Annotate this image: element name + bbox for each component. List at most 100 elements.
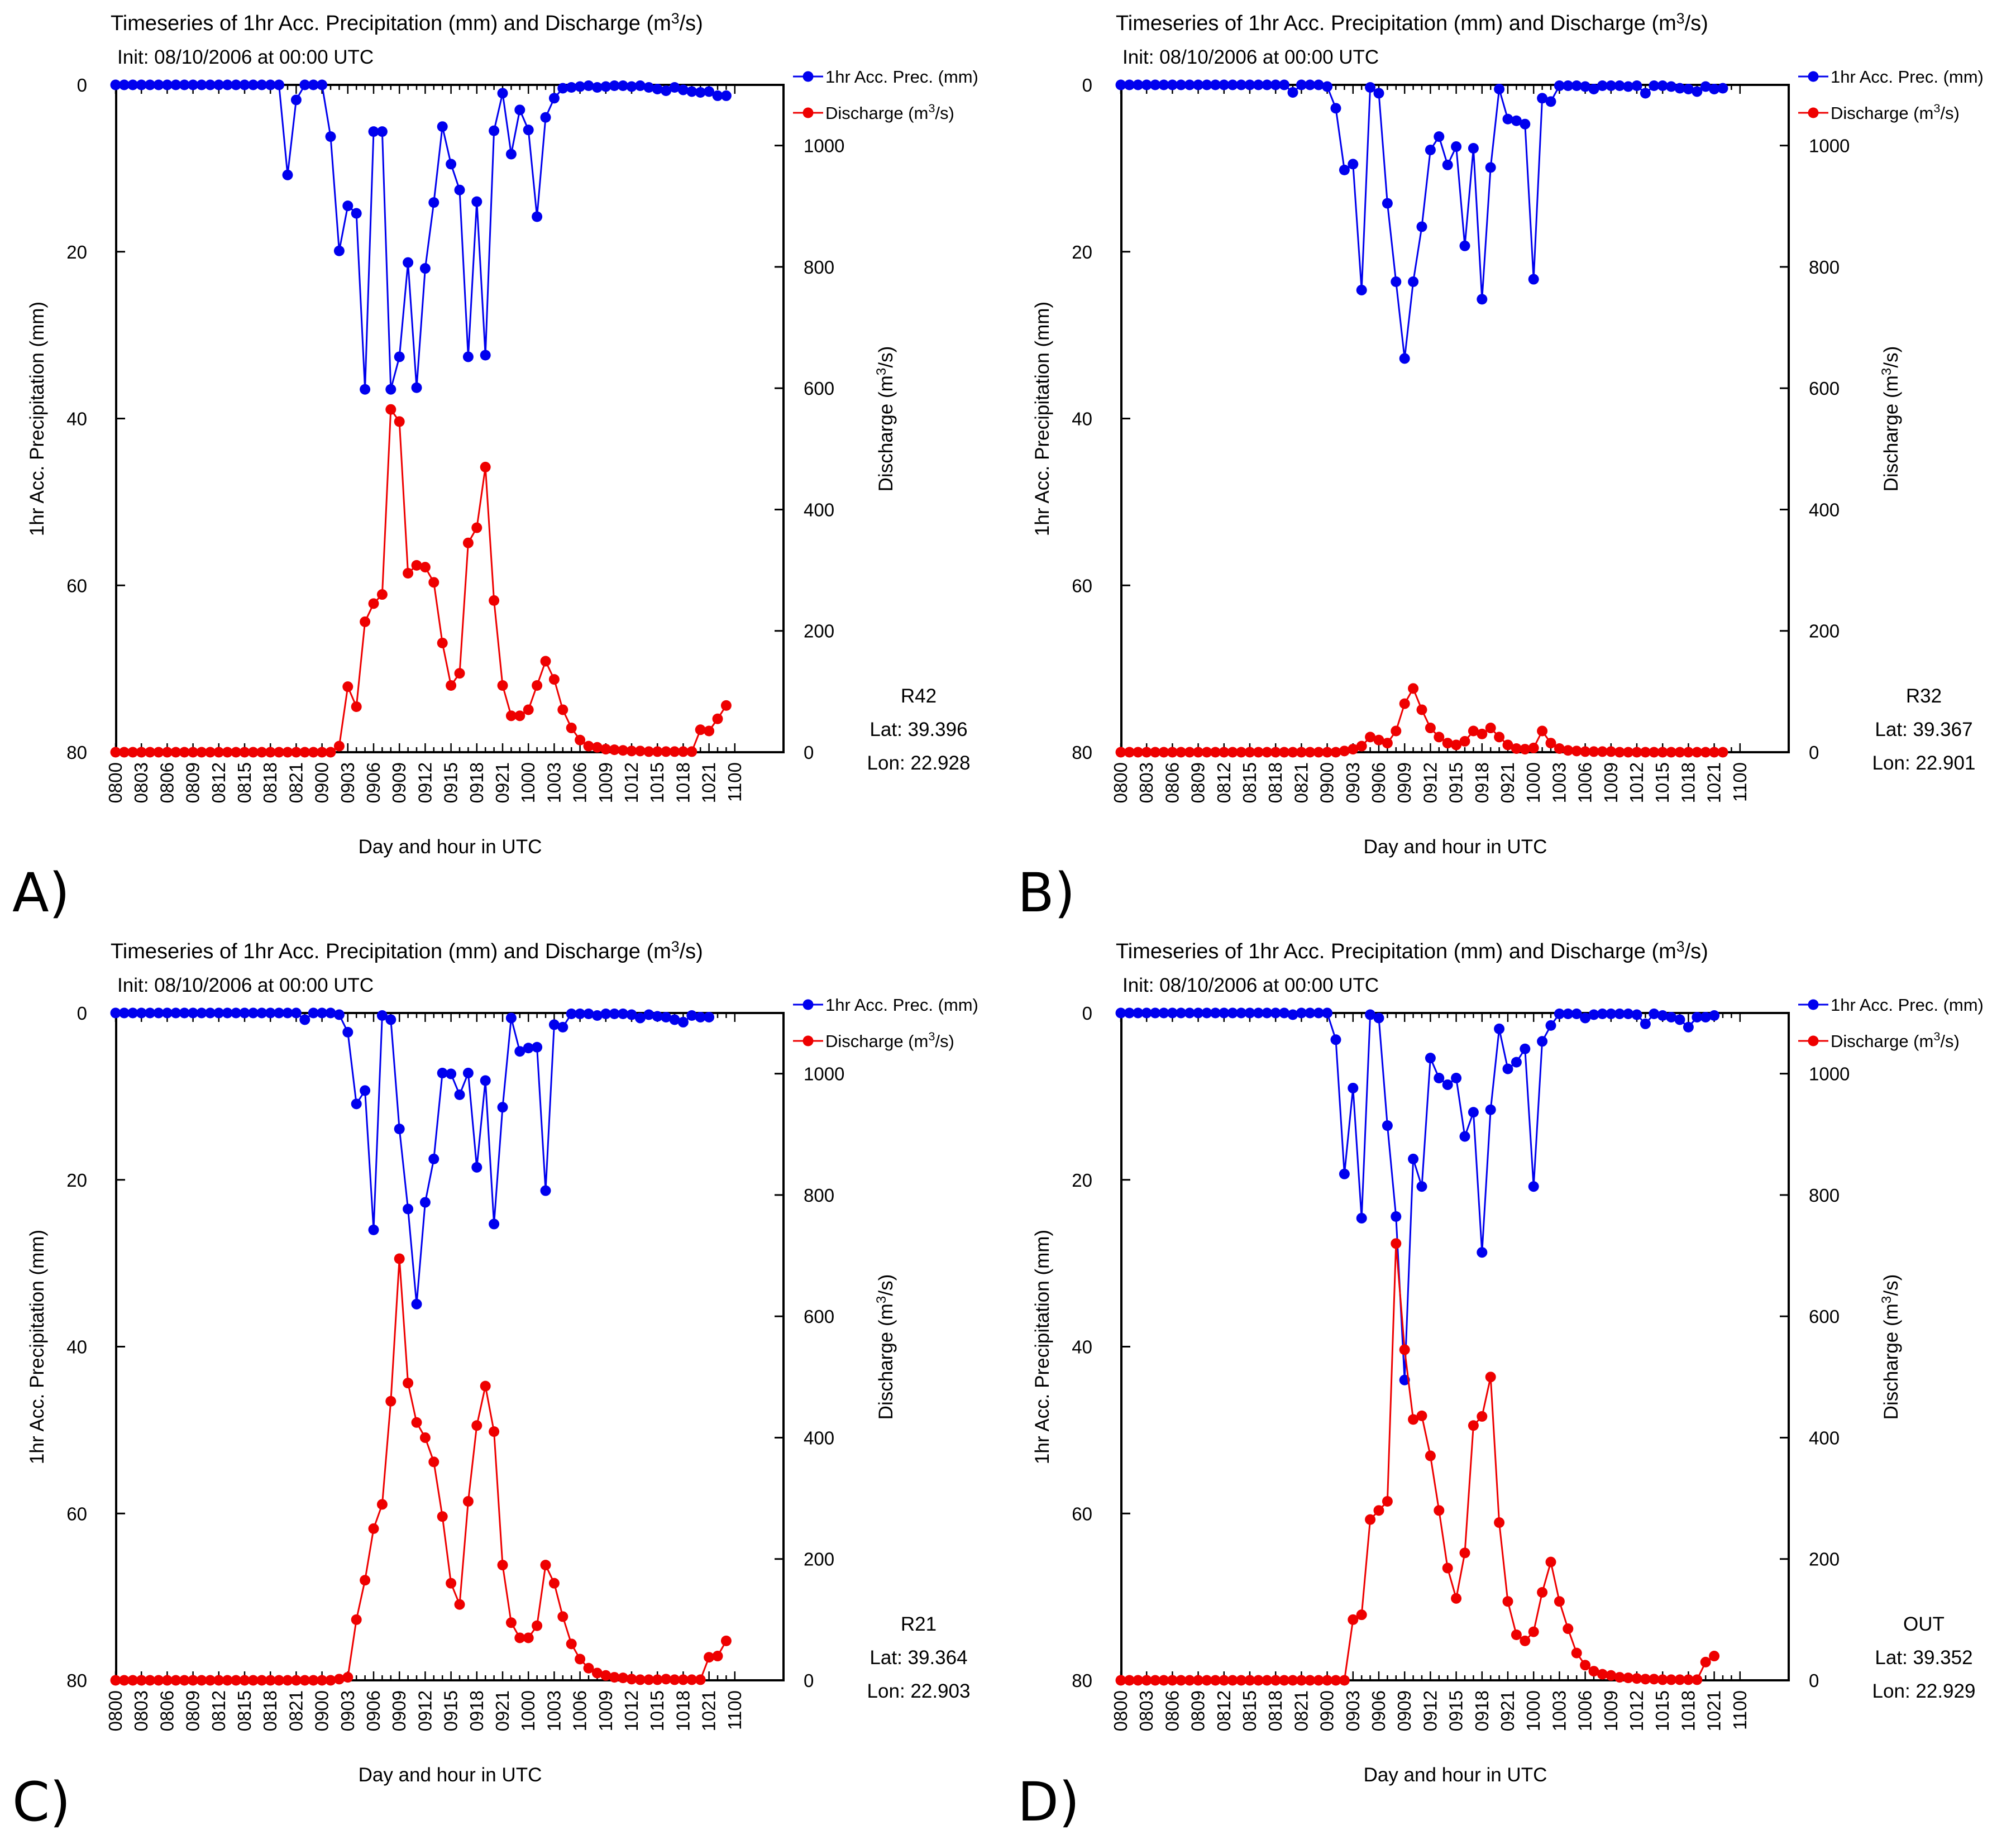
discharge-point [204, 1675, 216, 1686]
precip-point [1597, 80, 1608, 91]
precip-point [505, 149, 517, 160]
discharge-point [1554, 1596, 1565, 1607]
discharge-point [153, 747, 164, 758]
precip-point [118, 79, 130, 90]
x-tick-label: 0803 [1136, 1690, 1157, 1731]
series-layer [110, 1007, 732, 1686]
discharge-point [161, 747, 173, 758]
precip-point [153, 79, 164, 90]
precip-point [540, 112, 551, 123]
precip-point [204, 1007, 216, 1019]
discharge-point [1580, 1660, 1591, 1671]
precip-point [1330, 1034, 1341, 1045]
x-tick-label: 1015 [647, 1690, 667, 1731]
discharge-point [325, 1675, 336, 1686]
precip-point [1201, 79, 1212, 90]
precip-point [1563, 80, 1574, 91]
panel-letter: B) [1017, 862, 1075, 924]
discharge-point [342, 1672, 353, 1683]
discharge-point [462, 1496, 474, 1507]
x-tick-label: 0909 [1394, 1690, 1415, 1731]
discharge-point [145, 747, 156, 758]
precip-point [170, 1007, 181, 1019]
discharge-point [1244, 747, 1255, 758]
discharge-point [1563, 1623, 1574, 1635]
discharge-point [274, 1675, 285, 1686]
discharge-point [1606, 746, 1617, 757]
right-tick-label: 600 [804, 1306, 834, 1327]
precip-point [1253, 79, 1264, 90]
left-tick-label: 60 [66, 575, 87, 596]
discharge-point [299, 747, 310, 758]
x-tick-label: 0900 [312, 762, 332, 803]
precip-point [1649, 80, 1660, 91]
precip-point [1709, 83, 1720, 94]
precip-point [1614, 80, 1625, 91]
precip-point [1597, 1008, 1608, 1019]
x-tick-label: 0818 [1265, 1690, 1286, 1731]
right-tick-label: 800 [804, 1185, 834, 1206]
precip-point [1451, 1073, 1462, 1084]
precip-point [695, 87, 706, 98]
discharge-point [394, 416, 405, 427]
precip-point [213, 1007, 224, 1019]
discharge-point [686, 1674, 698, 1685]
precip-series [1115, 1007, 1720, 1385]
right-axis: 0 200 400 600 800 1000 [1780, 1064, 1850, 1691]
discharge-point [1322, 747, 1333, 758]
x-tick-label: 0906 [363, 762, 384, 803]
precip-point [127, 79, 138, 90]
x-tick-label: 0909 [389, 762, 409, 803]
discharge-point [376, 1499, 388, 1510]
precip-point [600, 81, 612, 92]
precip-point [609, 1008, 620, 1019]
discharge-point [1408, 683, 1419, 694]
discharge-point [489, 1426, 500, 1437]
y-axis-label-right: Discharge (m3/s) [1879, 346, 1902, 492]
discharge-line [1121, 686, 1723, 753]
discharge-point [634, 746, 646, 757]
left-tick-label: 80 [1072, 742, 1092, 763]
precip-point [1700, 1011, 1711, 1022]
x-axis: 0800 0803 0806 0809 0812 0815 0818 0821 0900 0903… [1110, 1013, 1750, 1731]
y-axis-label-left: 1hr Acc. Precipitation (mm) [1031, 302, 1053, 536]
precip-point [1150, 1007, 1161, 1019]
discharge-point [1502, 1596, 1513, 1607]
precip-point [462, 1068, 474, 1079]
discharge-point [1150, 747, 1161, 758]
right-tick-label: 200 [1809, 621, 1840, 642]
precip-point [1150, 79, 1161, 90]
precip-point [1545, 96, 1556, 107]
discharge-point [351, 1614, 362, 1625]
discharge-point [686, 746, 698, 757]
x-tick-label: 1006 [570, 1690, 590, 1731]
precip-point [1657, 80, 1668, 91]
precip-point [1631, 80, 1642, 91]
discharge-point [1537, 1586, 1548, 1598]
precip-point [575, 81, 586, 92]
discharge-point [532, 1620, 543, 1631]
right-tick-label: 0 [804, 742, 814, 763]
left-tick-label: 20 [1072, 242, 1092, 262]
precip-point [661, 1011, 672, 1022]
discharge-point [1563, 745, 1574, 756]
right-tick-label: 400 [1809, 1427, 1840, 1448]
discharge-point [1451, 1593, 1462, 1604]
discharge-point [1133, 747, 1144, 758]
chart-title: Timeseries of 1hr Acc. Precipitation (mm… [111, 938, 703, 963]
discharge-point [1365, 732, 1376, 743]
station-lon: Lon: 22.929 [1872, 1680, 1976, 1702]
precip-point [532, 211, 543, 222]
discharge-point [1700, 747, 1711, 758]
x-tick-label: 0912 [1420, 1690, 1440, 1731]
precip-point [161, 79, 173, 90]
precip-point [1468, 1107, 1479, 1118]
discharge-point [317, 1675, 328, 1686]
precip-point [1666, 1011, 1677, 1022]
discharge-point [290, 1675, 302, 1686]
discharge-point [1339, 1675, 1350, 1686]
y-axis-label-left: 1hr Acc. Precipitation (mm) [26, 302, 48, 536]
discharge-point [462, 537, 474, 548]
discharge-point [376, 589, 388, 600]
discharge-point [1649, 747, 1660, 758]
